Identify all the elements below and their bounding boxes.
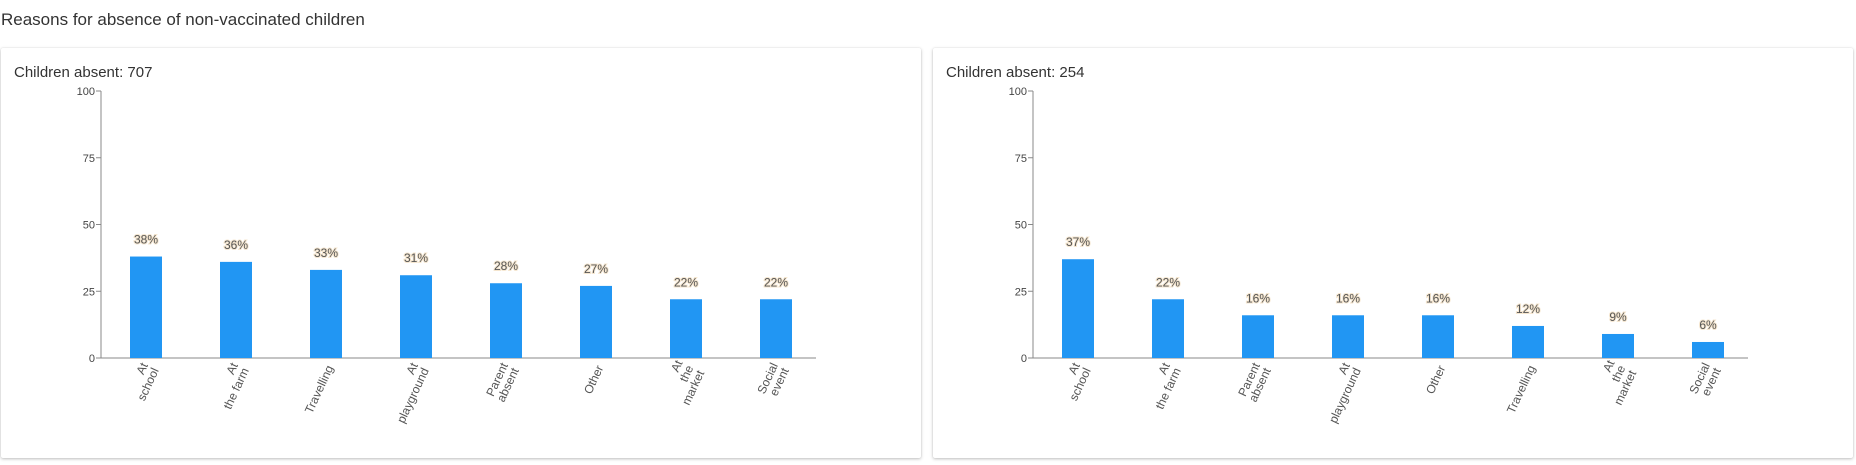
children-absent-label: Children absent: [946,64,1060,81]
data-label: 22% [1156,275,1180,289]
x-category-label: Travelling [1504,363,1538,416]
data-label: 33% [314,246,338,260]
x-category-label-line: Other [1423,363,1448,396]
bar [1512,325,1544,358]
bar [130,256,162,358]
y-tick-label: 0 [1021,353,1027,365]
data-label: 36% [224,238,248,252]
x-category-label: Travelling [302,363,336,416]
bar [1602,333,1634,358]
data-label: 16% [1336,291,1360,305]
y-tick-label: 75 [83,153,95,165]
data-label: 22% [674,275,698,289]
bar [1152,299,1184,358]
x-category-label-line: the [677,363,697,384]
x-category-label-line: the [1609,363,1629,384]
y-tick-label: 25 [83,286,95,298]
data-label: 38% [134,233,158,247]
data-label: 28% [494,259,518,273]
data-label: 22% [764,275,788,289]
y-tick-label: 25 [1015,286,1027,298]
data-label: 12% [1516,302,1540,316]
y-tick-label: 75 [1015,153,1027,165]
x-category-label-line: Other [581,363,606,396]
data-label: 16% [1246,291,1270,305]
data-label: 6% [1699,318,1717,332]
bar [220,261,252,358]
card-title: Children absent: 707 [14,64,152,81]
page-title: Reasons for absence of non-vaccinated ch… [1,10,365,29]
y-tick-label: 100 [77,86,95,98]
data-label: 9% [1609,310,1627,324]
children-absent-count: 254 [1059,64,1085,81]
y-tick-label: 50 [83,220,95,232]
bar [580,285,612,358]
x-category-label-line: Travelling [302,363,336,416]
bar [1062,259,1094,358]
card-title: Children absent: 254 [946,64,1084,81]
data-label: 27% [584,262,608,276]
bar [670,299,702,358]
data-label: 37% [1066,235,1090,249]
bar [1242,315,1274,358]
data-label: 31% [404,251,428,265]
bar [760,299,792,358]
bar [1332,315,1364,358]
data-label: 16% [1426,291,1450,305]
chart-card: Children absent: 707 0 25 50 75 100 38% At scho… [1,48,921,458]
x-category-label: Other [581,363,606,396]
bar [1692,341,1724,358]
bar [1422,315,1454,358]
bar [490,283,522,358]
y-tick-label: 0 [89,353,95,365]
children-absent-label: Children absent: [14,64,128,81]
y-tick-label: 100 [1009,86,1027,98]
bar [310,269,342,358]
x-category-label-line: Travelling [1504,363,1538,416]
children-absent-count: 707 [127,64,153,81]
x-category-label: Other [1423,363,1448,396]
chart-card: Children absent: 254 0 25 50 75 100 37% At scho… [933,48,1853,458]
y-tick-label: 50 [1015,220,1027,232]
bar [400,275,432,358]
